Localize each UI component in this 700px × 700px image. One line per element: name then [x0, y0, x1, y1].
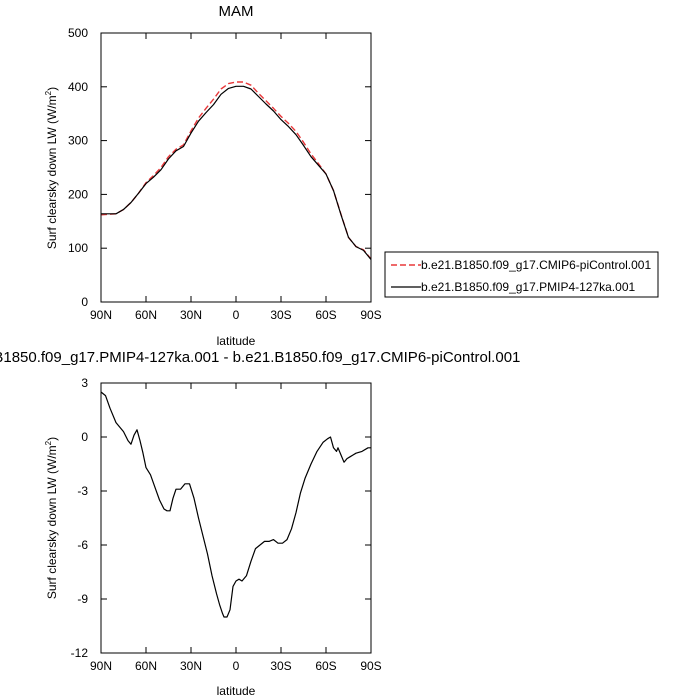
top-chart-ytick-label: 400: [68, 80, 88, 94]
top-chart-series-line-1: [101, 85, 372, 260]
top-chart-ytick-label: 0: [81, 295, 88, 309]
top-chart-ytick-label: 300: [68, 134, 88, 148]
top-chart-title: MAM: [219, 3, 254, 20]
bottom-chart-ytick-label: -9: [77, 592, 88, 606]
top-chart-ytick-label: 100: [68, 241, 88, 255]
top-chart-xtick-label: 90S: [360, 308, 381, 322]
top-chart: MAM 90N 60N 30N 0 30S 60S 90S0100200300400500 …: [44, 3, 382, 348]
bottom-chart-ytick-label: 0: [81, 430, 88, 444]
bottom-chart-frame: [100, 382, 372, 654]
legend-label-picontrol: b.e21.B1850.f09_g17.CMIP6-piControl.001: [421, 258, 651, 272]
bottom-chart-xtick-label: 60N: [135, 659, 157, 673]
bottom-chart-xtick-label: 60S: [315, 659, 336, 673]
top-chart-series-line-0: [100, 81, 372, 260]
bottom-chart-xtick-label: 30N: [180, 659, 202, 673]
bottom-chart-ytick-label: -12: [71, 646, 89, 660]
legend-label-127ka: b.e21.B1850.f09_g17.PMIP4-127ka.001: [421, 280, 635, 294]
top-chart-xtick-label: 90N: [90, 308, 112, 322]
top-chart-ticks: 90N 60N 30N 0 30S 60S 90S 0 100 200 300 400 500: [68, 26, 382, 322]
top-chart-xtick-label: 30S: [270, 308, 291, 322]
legend-box: [384, 251, 659, 298]
top-chart-xtick-label: 30N: [180, 308, 202, 322]
bottom-chart-xtick-label: 30S: [270, 659, 291, 673]
bottom-chart-xtick-label: 90S: [360, 659, 381, 673]
legend: b.e21.B1850.f09_g17.CMIP6-piControl.001 …: [384, 251, 659, 298]
top-chart-ytick-label: 200: [68, 187, 88, 201]
bottom-chart-xtick-label: 90N: [90, 659, 112, 673]
bottom-chart-xlabel: latitude: [217, 684, 256, 698]
top-chart-xtick-label: 0: [233, 308, 240, 322]
bottom-chart-ylabel: Surf clearsky down LW (W/m2): [44, 437, 59, 599]
bottom-chart-lines: [100, 391, 371, 618]
bottom-chart-ytick-label: -6: [77, 538, 88, 552]
bottom-chart-title: b.e21.B1850.f09_g17.PMIP4-127ka.001 - b.…: [0, 349, 520, 366]
bottom-chart-series-line-0: [100, 391, 371, 618]
top-chart-frame: [100, 32, 372, 303]
bottom-chart: b.e21.B1850.f09_g17.PMIP4-127ka.001 - b.…: [0, 349, 520, 698]
top-chart-ytick-label: 500: [68, 26, 88, 40]
bottom-chart-ytick-label: 3: [81, 376, 88, 390]
top-chart-ylabel: Surf clearsky down LW (W/m2): [44, 87, 59, 249]
bottom-chart-ytick-label: -3: [77, 484, 88, 498]
top-chart-xlabel: latitude: [217, 334, 256, 348]
top-chart-xtick-label: 60S: [315, 308, 336, 322]
top-chart-lines: [100, 81, 372, 260]
bottom-chart-xtick-label: 0: [233, 659, 240, 673]
top-chart-xtick-label: 60N: [135, 308, 157, 322]
bottom-chart-ticks: 90N 60N 30N 0 30S 60S 90S -12 -9 -6 -3 0 3: [71, 376, 382, 673]
